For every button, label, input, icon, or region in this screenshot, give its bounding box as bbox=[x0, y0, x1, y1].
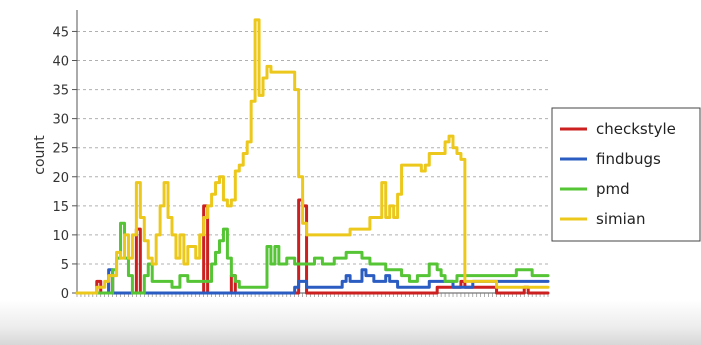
y-tick-label-30: 30 bbox=[52, 113, 69, 128]
y-tick-label-5: 5 bbox=[61, 258, 69, 273]
legend: checkstyle findbugs pmd simian bbox=[551, 107, 701, 242]
y-tick-label-15: 15 bbox=[52, 200, 69, 215]
grid bbox=[77, 30, 548, 265]
axes: 0 5 10 15 20 25 30 35 40 45 bbox=[52, 10, 548, 302]
legend-label-checkstyle: checkstyle bbox=[596, 120, 676, 138]
y-axis-title: count bbox=[32, 135, 48, 175]
y-tick-label-35: 35 bbox=[52, 84, 69, 99]
y-tick-label-0: 0 bbox=[61, 287, 69, 302]
series-line-pmd bbox=[75, 221, 550, 295]
series-line-simian bbox=[75, 18, 550, 295]
y-tick-label-25: 25 bbox=[52, 142, 69, 157]
legend-label-pmd: pmd bbox=[596, 180, 630, 198]
legend-label-findbugs: findbugs bbox=[596, 150, 661, 168]
y-tick-label-45: 45 bbox=[52, 25, 69, 40]
y-tick-label-20: 20 bbox=[52, 171, 69, 186]
y-tick-label-10: 10 bbox=[52, 229, 69, 244]
y-tick-label-40: 40 bbox=[52, 55, 69, 70]
legend-items: checkstyle findbugs pmd simian bbox=[560, 120, 676, 228]
legend-label-simian: simian bbox=[596, 210, 645, 228]
series-lines bbox=[75, 18, 550, 295]
series-line-findbugs bbox=[75, 268, 550, 295]
